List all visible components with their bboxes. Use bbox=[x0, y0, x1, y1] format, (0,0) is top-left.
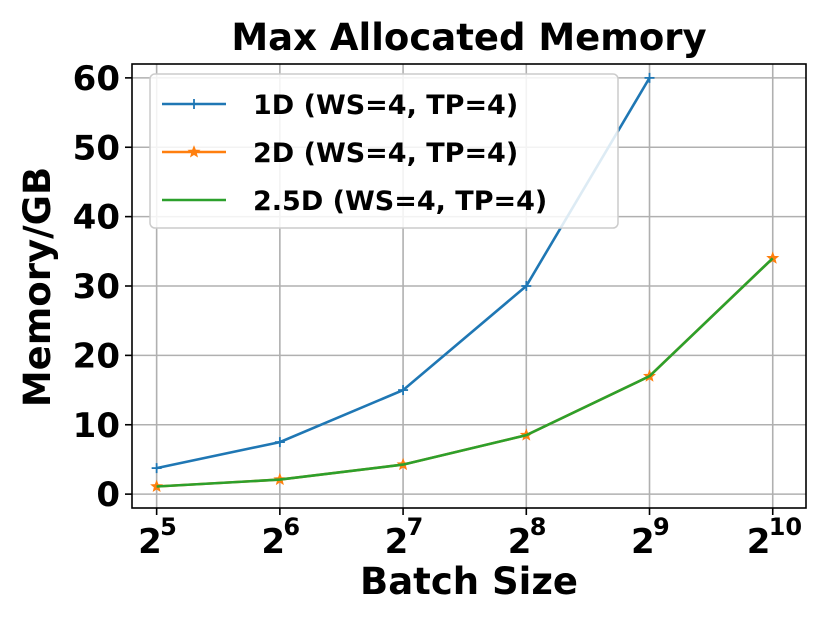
x-axis-ticks: 25 26 27 28 29 210 bbox=[138, 508, 802, 562]
legend-label: 2.5D (WS=4, TP=4) bbox=[253, 186, 547, 217]
y-tick-label: 60 bbox=[73, 59, 120, 99]
x-axis-label: Batch Size bbox=[360, 560, 578, 603]
legend-label: 1D (WS=4, TP=4) bbox=[253, 90, 518, 121]
legend-item: 1D (WS=4, TP=4) bbox=[162, 90, 518, 121]
x-tick-label: 29 bbox=[631, 513, 670, 562]
y-axis-label: Memory/GB bbox=[16, 167, 59, 407]
data-point bbox=[187, 145, 201, 158]
y-axis-ticks: 0 10 20 30 40 50 60 bbox=[73, 59, 132, 515]
x-tick-label: 28 bbox=[508, 513, 547, 562]
x-tick-label: 210 bbox=[747, 513, 802, 562]
data-point bbox=[274, 437, 285, 448]
x-tick-label: 25 bbox=[138, 513, 177, 562]
y-tick-label: 50 bbox=[73, 128, 120, 168]
x-tick-exponent: 5 bbox=[160, 513, 177, 541]
x-tick-exponent: 8 bbox=[530, 513, 547, 541]
x-tick-base: 2 bbox=[508, 522, 532, 562]
x-tick-base: 2 bbox=[631, 522, 655, 562]
x-tick-exponent: 10 bbox=[769, 513, 802, 541]
y-tick-label: 10 bbox=[73, 406, 120, 446]
data-point bbox=[644, 72, 655, 83]
data-point bbox=[151, 463, 162, 474]
series-line bbox=[156, 257, 774, 488]
data-point bbox=[521, 281, 532, 291]
series-line bbox=[156, 257, 774, 488]
series-2 bbox=[150, 251, 780, 493]
series-3 bbox=[156, 257, 774, 488]
data-point bbox=[766, 251, 780, 264]
legend-item: 2.5D (WS=4, TP=4) bbox=[162, 186, 547, 217]
legend-box bbox=[149, 73, 619, 229]
x-tick-base: 2 bbox=[138, 522, 162, 562]
y-tick-label: 20 bbox=[73, 336, 120, 376]
chart-title: Max Allocated Memory bbox=[231, 16, 706, 59]
x-tick-base: 2 bbox=[747, 522, 771, 562]
data-point bbox=[189, 99, 199, 109]
legend-label: 2D (WS=4, TP=4) bbox=[253, 138, 518, 169]
y-tick-label: 0 bbox=[96, 475, 120, 515]
x-tick-base: 2 bbox=[385, 522, 409, 562]
x-tick-label: 26 bbox=[261, 513, 300, 562]
x-tick-base: 2 bbox=[261, 522, 285, 562]
x-tick-label: 27 bbox=[385, 513, 424, 562]
y-tick-label: 40 bbox=[73, 198, 120, 238]
x-tick-exponent: 9 bbox=[653, 513, 670, 541]
y-tick-label: 30 bbox=[73, 267, 120, 307]
legend: 1D (WS=4, TP=4) 2D (WS=4, TP=4) 2.5D (WS=4… bbox=[149, 73, 619, 229]
data-point bbox=[398, 385, 409, 396]
legend-item: 2D (WS=4, TP=4) bbox=[162, 138, 518, 169]
x-tick-exponent: 6 bbox=[283, 513, 300, 541]
x-tick-exponent: 7 bbox=[407, 513, 424, 541]
